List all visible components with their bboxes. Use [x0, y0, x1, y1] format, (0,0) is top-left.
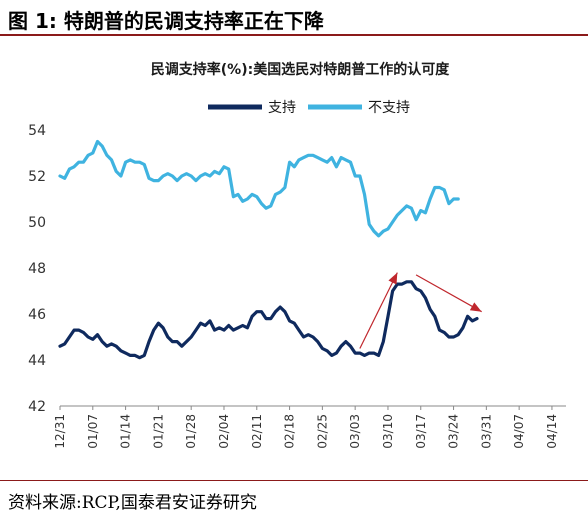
y-tick-label: 42	[28, 399, 46, 415]
x-tick-label: 03/17	[414, 414, 428, 449]
source-rule	[0, 480, 588, 481]
x-tick-label: 01/14	[119, 414, 133, 449]
y-tick-label: 52	[28, 169, 46, 185]
trend-arrow-head	[469, 302, 482, 312]
x-tick-label: 01/21	[151, 414, 165, 449]
chart: 民调支持率(%):美国选民对特朗普工作的认可度 支持 不支持 42 44 46 48 5…	[28, 61, 566, 449]
y-tick-label: 50	[28, 215, 46, 231]
y-tick-label: 46	[28, 307, 46, 323]
legend-label-oppose: 不支持	[368, 100, 410, 116]
x-axis: 12/31 01/07 01/14 01/21 01/28 02/04 02/11 02/18…	[53, 406, 559, 449]
x-tick-label: 01/28	[184, 414, 198, 449]
series-line-support	[58, 280, 479, 360]
x-tick-label: 02/18	[283, 414, 297, 449]
x-tick-label: 02/25	[315, 414, 329, 449]
x-tick-label: 03/03	[348, 414, 362, 449]
y-tick-label: 48	[28, 261, 46, 277]
trend-arrow-line	[415, 274, 482, 313]
series-line-oppose	[58, 139, 460, 238]
y-tick-label: 44	[28, 353, 46, 369]
x-tick-label: 03/10	[381, 414, 395, 449]
x-tick-label: 01/07	[86, 414, 100, 449]
x-tick-label: 02/11	[250, 414, 264, 449]
legend-label-support: 支持	[268, 100, 296, 116]
source-note: 资料来源:RCP,国泰君安证券研究	[8, 493, 257, 513]
plot-area	[58, 139, 482, 360]
trend-arrow-line	[359, 272, 398, 349]
legend: 支持 不支持	[208, 100, 410, 116]
x-tick-label: 03/31	[479, 414, 493, 449]
x-tick-label: 02/04	[217, 414, 231, 449]
x-tick-label: 04/07	[512, 414, 526, 449]
x-tick-label: 03/24	[447, 414, 461, 449]
title-rule	[0, 34, 588, 36]
y-tick-label: 54	[28, 123, 46, 139]
figure-title: 图 1: 特朗普的民调支持率正在下降	[8, 9, 324, 33]
y-axis: 42 44 46 48 50 52 54	[28, 123, 46, 415]
x-tick-label: 12/31	[53, 414, 67, 449]
trend-arrow-head	[388, 272, 398, 285]
x-tick-label: 04/14	[545, 414, 559, 449]
chart-title: 民调支持率(%):美国选民对特朗普工作的认可度	[151, 61, 450, 78]
